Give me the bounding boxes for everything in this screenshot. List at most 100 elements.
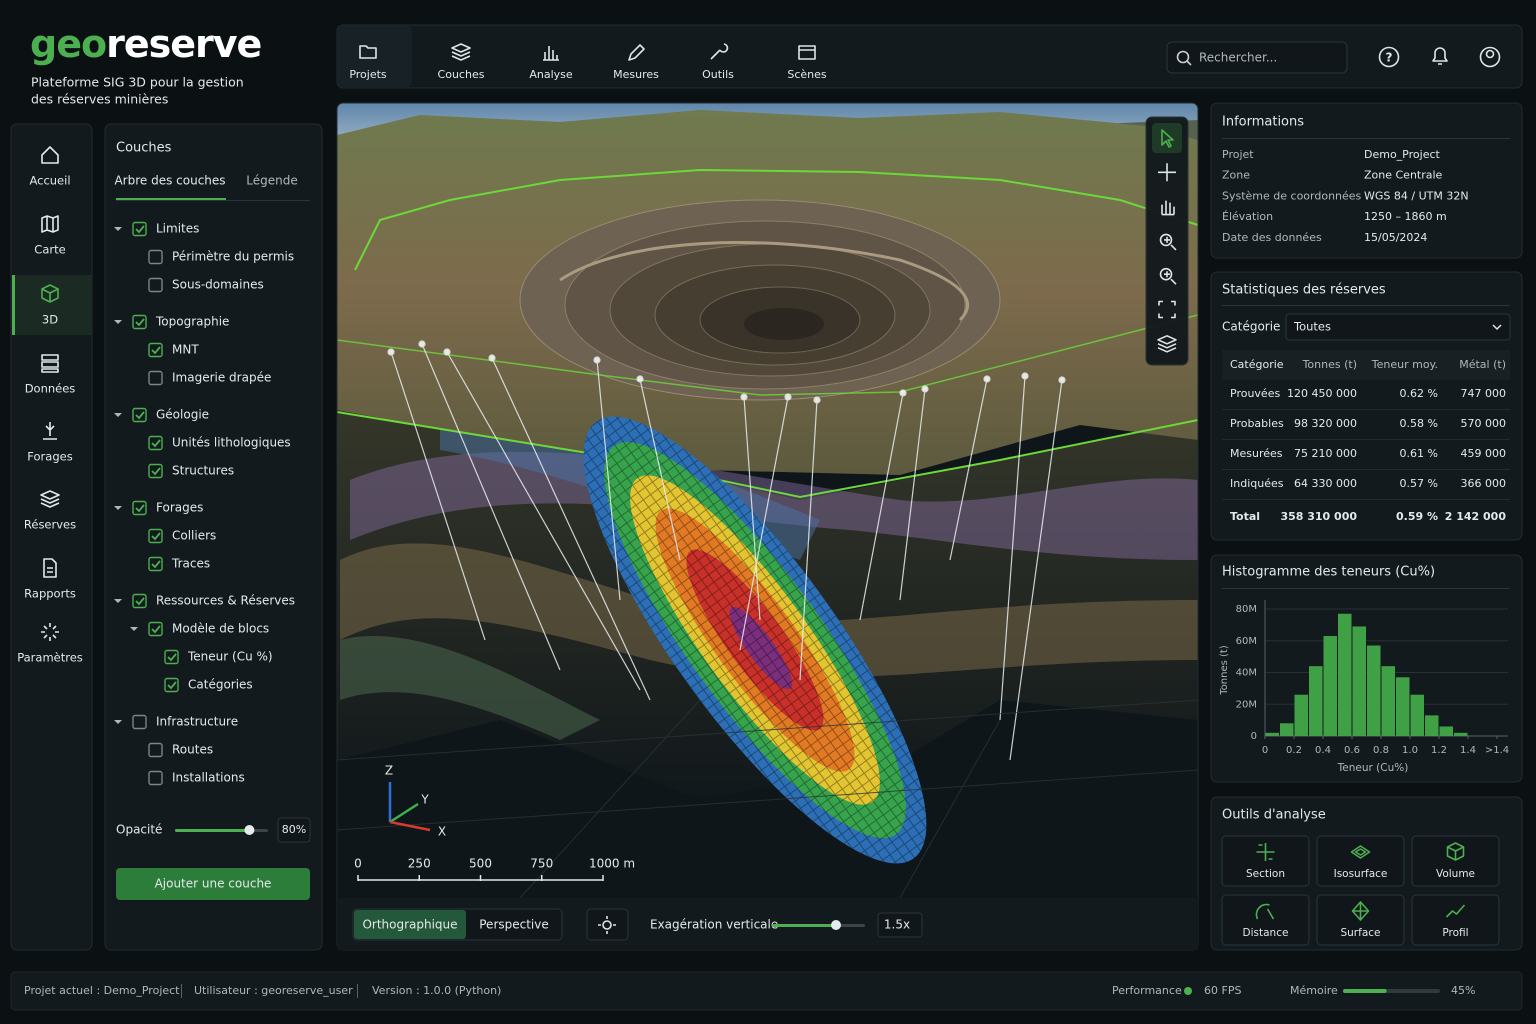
expand-arrow [114, 227, 122, 231]
table-cell: 358 310 000 [1280, 510, 1357, 523]
icon [1158, 163, 1176, 182]
toolbar-item[interactable]: Analyse [529, 68, 573, 81]
axis-label: Y [420, 793, 429, 807]
checkbox[interactable] [148, 463, 163, 479]
nav-item[interactable]: Paramètres [17, 651, 83, 665]
slider-knob[interactable] [244, 825, 255, 835]
expand-arrow [114, 413, 122, 417]
table-cell: 64 330 000 [1294, 477, 1357, 490]
table-cell: 570 000 [1461, 417, 1507, 430]
x-tick-label: 1.4 [1460, 745, 1476, 756]
checkbox[interactable] [132, 714, 147, 730]
histogram-bar [1265, 732, 1279, 736]
panel-title: Outils d'analyse [1222, 808, 1326, 823]
nav-item[interactable]: Forages [27, 450, 72, 464]
tagline: des réserves minières [31, 92, 168, 107]
light-button[interactable] [586, 908, 629, 941]
icon [1186, 60, 1192, 66]
checkbox[interactable] [148, 621, 163, 637]
checkbox[interactable] [148, 770, 163, 786]
toolbar-item[interactable]: Scènes [787, 68, 827, 81]
nav-item[interactable]: Accueil [29, 174, 70, 188]
checkbox[interactable] [148, 528, 163, 544]
info-key: Date des données [1222, 231, 1322, 244]
expand-arrow [114, 506, 122, 510]
checkbox[interactable] [148, 277, 163, 293]
filter-dropdown[interactable] [1285, 313, 1511, 341]
tool-button[interactable] [1411, 835, 1500, 887]
tool-button[interactable] [1316, 835, 1405, 887]
table-head: Catégorie [1230, 358, 1284, 371]
nav-item[interactable]: Carte [34, 243, 65, 257]
table-cell: Mesurées [1230, 447, 1283, 460]
x-tick-label: 0.8 [1373, 745, 1389, 756]
tagline: Plateforme SIG 3D pour la gestion [31, 75, 244, 90]
table-cell: 120 450 000 [1287, 387, 1357, 400]
row-divider [1222, 439, 1510, 440]
tool-button[interactable] [1221, 894, 1310, 946]
checkbox[interactable] [132, 500, 147, 516]
checkmark [151, 467, 161, 476]
layer-name: Périmètre du permis [172, 250, 294, 264]
icon [41, 284, 59, 303]
axis-label: Z [385, 764, 393, 778]
nav-item[interactable]: Réserves [24, 518, 76, 532]
slider-fill [175, 829, 250, 832]
toolbar-item[interactable]: Outils [702, 68, 734, 81]
nav-item[interactable]: 3D [42, 313, 58, 327]
icon [359, 45, 377, 59]
icon [41, 215, 59, 233]
icon [1350, 845, 1371, 859]
checkbox[interactable] [148, 342, 163, 358]
axis-x [389, 820, 431, 832]
checkbox[interactable] [132, 593, 147, 609]
nav-active-bar [12, 275, 15, 335]
nav-item[interactable]: Données [25, 382, 76, 396]
table-head: Métal (t) [1459, 358, 1506, 371]
icon [41, 354, 59, 373]
icon [1255, 903, 1275, 920]
tab-underline [116, 198, 226, 200]
nav-item[interactable]: Rapports [24, 587, 76, 601]
tool-label: Surface [1340, 927, 1380, 939]
checkbox[interactable] [148, 370, 163, 386]
info-value: Zone Centrale [1364, 169, 1443, 182]
checkbox[interactable] [164, 677, 179, 693]
checkbox[interactable] [132, 407, 147, 423]
toolbar-item[interactable]: Mesures [613, 68, 659, 81]
checkbox[interactable] [148, 249, 163, 265]
icon [710, 43, 729, 60]
checkmark [135, 504, 145, 513]
checkbox[interactable] [148, 556, 163, 572]
view-mode[interactable]: Perspective [479, 918, 549, 932]
table-head: Tonnes (t) [1302, 358, 1357, 371]
icon [1159, 267, 1173, 281]
tool-button[interactable] [1411, 894, 1500, 946]
checkbox[interactable] [164, 649, 179, 665]
checkmark [135, 225, 145, 234]
separator [181, 984, 182, 998]
toolbar-item[interactable]: Projets [349, 68, 387, 81]
opacity-box [277, 817, 311, 843]
histogram-bar [1338, 613, 1352, 736]
layer-name: Modèle de blocs [172, 622, 269, 636]
row-divider [1222, 499, 1510, 500]
checkbox[interactable] [132, 314, 147, 330]
opacity-value: 80% [282, 823, 306, 836]
view-mode[interactable]: Orthographique [362, 918, 457, 932]
add-layer-button[interactable] [116, 868, 310, 900]
tool-label: Volume [1436, 868, 1475, 880]
icon [1157, 335, 1177, 353]
histogram-bar [1309, 666, 1323, 736]
checkbox[interactable] [148, 435, 163, 451]
icon [451, 43, 471, 61]
y-tick-label: 40M [1236, 668, 1257, 679]
slider-knob [831, 920, 841, 930]
status-user: Utilisateur : georeserve_user [194, 984, 353, 997]
divider [116, 200, 310, 201]
checkbox[interactable] [132, 221, 147, 237]
icon [1161, 129, 1174, 148]
checkbox[interactable] [148, 742, 163, 758]
toolbar-item[interactable]: Couches [438, 68, 485, 81]
table-cell: 459 000 [1461, 447, 1507, 460]
